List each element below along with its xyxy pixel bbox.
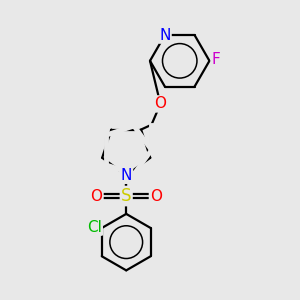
Text: N: N xyxy=(121,168,132,183)
Text: S: S xyxy=(121,187,131,205)
Text: N: N xyxy=(159,28,170,43)
Text: Cl: Cl xyxy=(87,220,102,235)
Text: O: O xyxy=(150,189,162,204)
Text: N: N xyxy=(121,168,132,183)
Text: O: O xyxy=(154,96,166,111)
Text: O: O xyxy=(91,189,103,204)
Text: F: F xyxy=(212,52,220,67)
